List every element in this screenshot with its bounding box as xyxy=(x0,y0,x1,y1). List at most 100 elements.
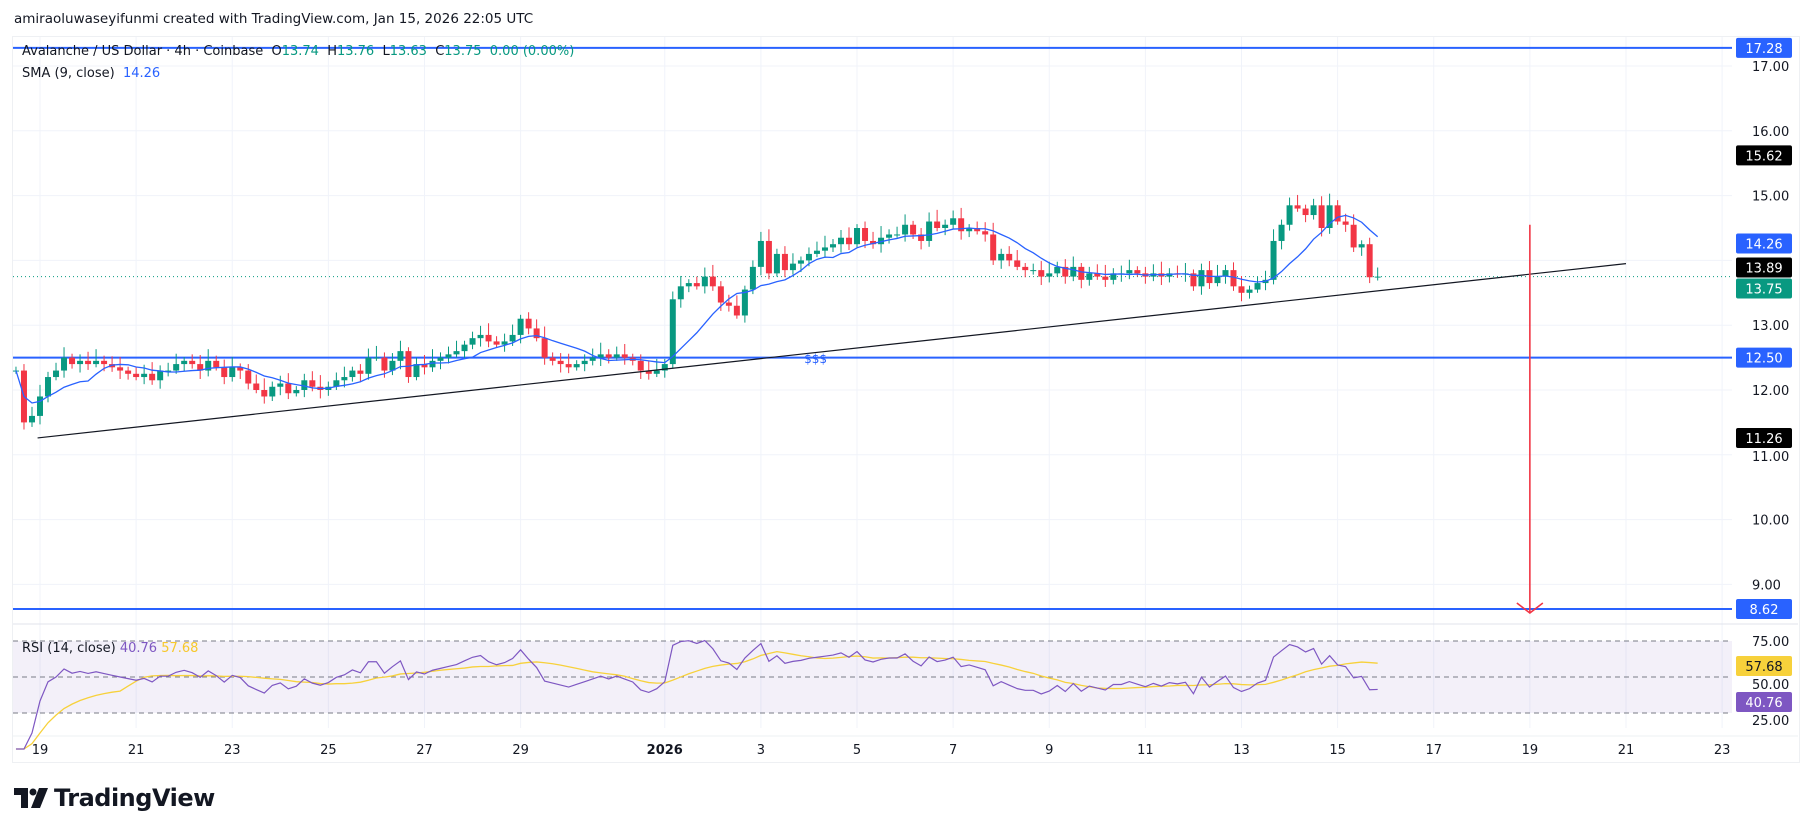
sma-label: SMA (9, close) xyxy=(22,66,115,81)
candle xyxy=(838,229,844,253)
candle-body xyxy=(669,299,676,365)
candle xyxy=(982,222,989,242)
candle-body xyxy=(53,370,60,378)
candle xyxy=(1278,219,1285,250)
candle-body xyxy=(886,234,893,238)
symbol-name[interactable]: Avalanche / US Dollar · 4h · Coinbase xyxy=(22,44,264,59)
price-axis-label-bg xyxy=(1736,257,1792,278)
candle-body xyxy=(717,286,724,303)
tradingview-logo[interactable]: TradingView xyxy=(14,784,215,812)
candle xyxy=(926,212,933,247)
candle-body xyxy=(1198,270,1205,287)
candle xyxy=(1270,229,1277,285)
candle-body xyxy=(1326,205,1333,228)
candle xyxy=(541,326,548,365)
candle-body xyxy=(982,231,989,235)
price-axis-label: 11.26 xyxy=(1745,432,1782,447)
candle-body xyxy=(974,228,981,232)
candle xyxy=(878,226,885,253)
candle-body xyxy=(870,240,877,245)
price-axis-label-bg xyxy=(1736,233,1792,254)
candle-body xyxy=(1126,270,1133,274)
candle-body xyxy=(573,364,580,368)
candle-body xyxy=(141,373,148,378)
candle xyxy=(1214,264,1221,287)
close-value: 13.75 xyxy=(444,44,482,59)
candle xyxy=(1006,246,1013,267)
liquidity-annotation: $$$ xyxy=(804,352,827,366)
candle xyxy=(613,346,620,361)
candle xyxy=(1062,259,1069,284)
candle xyxy=(789,253,796,275)
candle-body xyxy=(958,218,965,232)
candle-body xyxy=(477,334,484,339)
candle xyxy=(1246,285,1253,299)
candle xyxy=(557,353,564,373)
candle-body xyxy=(685,283,692,287)
candle xyxy=(966,224,973,238)
candle xyxy=(109,356,116,372)
candle xyxy=(117,356,124,379)
candle xyxy=(1070,256,1077,282)
sma-legend[interactable]: SMA (9, close) 14.26 xyxy=(22,66,160,81)
time-tick-label: 23 xyxy=(224,743,241,758)
candle-body xyxy=(597,354,604,358)
candle-body xyxy=(613,354,620,358)
candle-body xyxy=(237,367,244,371)
candle xyxy=(1110,268,1117,285)
candle-body xyxy=(189,360,196,365)
candle-body xyxy=(413,364,420,378)
candle xyxy=(165,362,172,377)
candle-body xyxy=(637,360,644,371)
candle-body xyxy=(1318,205,1325,228)
candle xyxy=(1238,275,1245,302)
rsi-tick-label: 75.00 xyxy=(1752,635,1789,650)
candle xyxy=(1182,262,1189,282)
candle-body xyxy=(1310,205,1317,216)
candle-body xyxy=(285,383,292,394)
candle xyxy=(862,221,869,249)
price-axis-label-bg xyxy=(1736,599,1792,620)
time-tick-label: 27 xyxy=(416,743,433,758)
candle-body xyxy=(301,380,308,390)
candle-body xyxy=(373,357,380,359)
candle-body xyxy=(437,357,444,361)
candle-body xyxy=(1030,270,1037,272)
candle xyxy=(1014,250,1021,271)
candle-body xyxy=(1006,253,1013,261)
price-tick-label: 9.00 xyxy=(1752,578,1781,593)
candle-body xyxy=(1078,266,1085,280)
candle xyxy=(693,276,700,290)
candle-body xyxy=(405,351,412,378)
candle-body xyxy=(701,276,708,287)
candle-body xyxy=(693,283,700,287)
candle-body xyxy=(581,360,588,365)
candle xyxy=(293,386,300,397)
candle-body xyxy=(677,286,684,300)
low-value: 13.63 xyxy=(389,44,427,59)
price-tick-label: 15.00 xyxy=(1752,190,1789,205)
rsi-legend[interactable]: RSI (14, close) 40.76 57.68 xyxy=(22,641,198,656)
candle-body xyxy=(565,364,572,368)
price-axis-label-bg xyxy=(1736,37,1792,58)
price-tick-label: 16.00 xyxy=(1752,125,1789,140)
candle xyxy=(285,373,292,400)
candle-body xyxy=(926,221,933,241)
candle xyxy=(974,221,981,235)
candle-body xyxy=(445,354,452,358)
rsi-axis-label: 40.76 xyxy=(1745,696,1782,711)
candle-body xyxy=(421,364,428,368)
candle xyxy=(1326,193,1333,234)
change-value: 0.00 (0.00%) xyxy=(489,44,575,59)
time-tick-label: 13 xyxy=(1233,743,1250,758)
candle xyxy=(1310,198,1317,220)
candle xyxy=(389,353,396,376)
candle xyxy=(125,366,132,380)
candle xyxy=(565,353,572,374)
price-axis-label: 15.62 xyxy=(1745,149,1782,164)
price-axis-label: 17.28 xyxy=(1745,42,1782,57)
candle xyxy=(942,219,949,236)
time-tick-label: 21 xyxy=(1618,743,1635,758)
candle xyxy=(1358,240,1365,256)
